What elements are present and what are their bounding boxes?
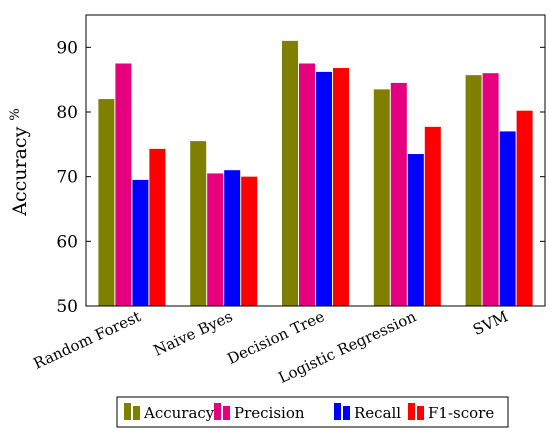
- legend-label: F1-score: [428, 404, 494, 422]
- bar-f1-score: [424, 126, 441, 306]
- y-tick-label: 50: [56, 297, 78, 317]
- legend-label: Precision: [234, 404, 305, 422]
- y-tick-label: 80: [56, 103, 78, 123]
- bar-precision: [299, 63, 315, 306]
- x-category-label: SVM: [470, 307, 511, 339]
- legend-swatch: [223, 406, 230, 420]
- y-tick-label: 70: [56, 168, 78, 188]
- bar-accuracy: [98, 99, 115, 306]
- y-axis: 50 60 70 80 90: [56, 38, 545, 317]
- x-category-label: Naive Byes: [151, 307, 236, 359]
- bar-precision: [482, 73, 499, 306]
- legend-swatch: [343, 406, 350, 420]
- legend-swatch: [334, 403, 341, 420]
- bar-accuracy: [465, 75, 482, 306]
- bar-accuracy: [373, 89, 390, 306]
- y-axis-label-unit: %: [8, 108, 23, 120]
- bar-recall: [316, 71, 332, 306]
- bar-recall: [407, 154, 424, 306]
- x-category-label: Random Forest: [31, 307, 144, 372]
- legend-swatch: [417, 406, 424, 420]
- bar-f1-score: [241, 176, 258, 306]
- y-tick-label: 60: [56, 232, 78, 252]
- bar-recall: [132, 179, 149, 306]
- bar-accuracy: [282, 40, 298, 306]
- bar-recall: [224, 170, 241, 306]
- legend-swatch: [133, 406, 140, 420]
- bar-f1-score: [333, 68, 349, 306]
- y-axis-label-text: Accuracy: [9, 126, 31, 216]
- legend-swatch: [124, 403, 131, 420]
- bar-accuracy: [190, 141, 207, 306]
- bar-recall: [499, 131, 516, 306]
- legend: Accuracy Precision Recall F1-score: [116, 396, 509, 428]
- y-axis-label: Accuracy %: [8, 108, 31, 216]
- bar-precision: [390, 82, 407, 307]
- legend-box: [116, 396, 509, 428]
- legend-swatch: [408, 403, 415, 420]
- legend-swatch: [214, 403, 221, 420]
- plot-area-frame: [85, 14, 546, 307]
- bars-layer: [98, 40, 533, 307]
- bar-f1-score: [149, 148, 166, 306]
- bar-f1-score: [516, 110, 533, 306]
- bar-precision: [115, 63, 132, 306]
- y-tick-label: 90: [56, 38, 78, 58]
- legend-label: Accuracy: [143, 404, 215, 422]
- bar-precision: [207, 173, 224, 306]
- legend-label: Recall: [354, 404, 401, 422]
